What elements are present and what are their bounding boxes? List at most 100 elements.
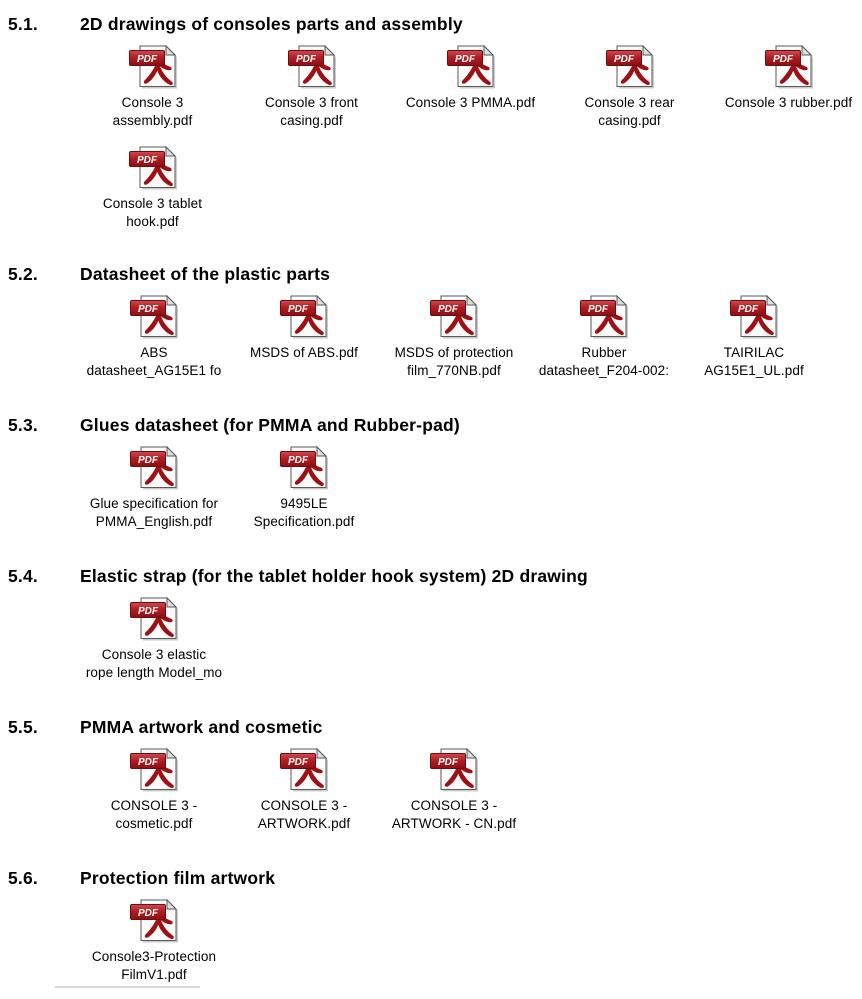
pdf-file-icon[interactable]: PDF [605, 44, 654, 90]
file-attachment[interactable]: PDF Console 3 rear casing.pdf [550, 44, 709, 145]
file-name-line: MSDS of protection [394, 345, 514, 360]
pdf-banner-text: PDF [288, 455, 309, 466]
file-name-line: casing.pdf [598, 113, 661, 128]
page-fold [316, 445, 328, 457]
page-fold [166, 445, 178, 457]
pdf-file-icon[interactable]: PDF [287, 44, 336, 90]
file-attachment[interactable]: PDF Console 3 elastic rope length Model_m… [79, 596, 229, 697]
file-name-line: cosmetic.pdf [115, 816, 193, 831]
page-fold [801, 44, 812, 56]
pdf-file-icon[interactable]: PDF [280, 294, 328, 340]
acrobat-glyph [594, 309, 624, 336]
pdf-file-icon[interactable]: PDF [430, 747, 478, 793]
acrobat-glyph [779, 59, 809, 86]
page-fold [766, 294, 778, 306]
pdf-file-icon[interactable]: PDF [130, 747, 178, 793]
file-name-label: ABS datasheet_AG15E1 fo [87, 344, 222, 380]
file-name-line: Console 3 tablet [102, 196, 203, 211]
file-name-line: FilmV1.pdf [121, 967, 187, 982]
pdf-file-icon[interactable]: PDF [280, 747, 328, 793]
page-fold [324, 44, 335, 56]
acrobat-glyph [444, 762, 474, 789]
file-attachment[interactable]: PDF Console 3 assembly.pdf [73, 44, 232, 145]
file-grid: PDF Console 3 assembly.pdf PDF Console 3 [73, 44, 862, 246]
pdf-file-icon[interactable]: PDF [130, 445, 178, 491]
section-5-1: 5.1. 2D drawings of consoles parts and a… [8, 14, 862, 246]
pdf-banner: PDF [128, 50, 165, 66]
page-fold [466, 747, 478, 759]
pdf-banner: PDF [130, 753, 166, 769]
pdf-banner: PDF [446, 50, 483, 66]
acrobat-glyph [461, 59, 491, 86]
section-number: 5.2. [8, 264, 38, 284]
pdf-file-icon[interactable]: PDF [128, 145, 177, 191]
pdf-banner-text: PDF [137, 155, 158, 166]
pdf-file-icon[interactable]: PDF [128, 44, 177, 90]
file-attachment[interactable]: PDF TAIRILAC AG15E1_UL.pdf [679, 294, 829, 395]
pdf-file-icon[interactable]: PDF [280, 445, 328, 491]
file-name-line: PMMA_English.pdf [95, 514, 213, 529]
file-name-line: Console 3 rubber.pdf [724, 95, 853, 110]
pdf-banner-text: PDF [137, 54, 158, 65]
pdf-banner-text: PDF [138, 304, 159, 315]
file-name-line: CONSOLE 3 - [260, 798, 348, 813]
page-fold [316, 294, 328, 306]
file-attachment[interactable]: PDF MSDS of ABS.pdf [229, 294, 379, 395]
file-name-line: assembly.pdf [112, 113, 193, 128]
file-name-label: MSDS of ABS.pdf [250, 344, 358, 362]
section-heading: 5.5. PMMA artwork and cosmetic [8, 717, 862, 738]
file-attachment[interactable]: PDF ABS datasheet_AG15E1 fo [79, 294, 229, 395]
file-attachment[interactable]: PDF 9495LE Specification.pdf [229, 445, 379, 546]
acrobat-glyph [144, 913, 174, 940]
file-name-line: 9495LE [280, 496, 328, 511]
pdf-file-icon[interactable]: PDF [430, 294, 478, 340]
section-heading: 5.3. Glues datasheet (for PMMA and Rubbe… [8, 415, 862, 436]
file-attachment[interactable]: PDF Rubber datasheet_F204-002: [529, 294, 679, 395]
section-title: Elastic strap (for the tablet holder hoo… [80, 566, 588, 586]
page-fold [165, 44, 176, 56]
section-title: 2D drawings of consoles parts and assemb… [80, 14, 463, 34]
file-grid: PDF Glue specification for PMMA_English.p… [79, 445, 829, 546]
pdf-file-icon[interactable]: PDF [130, 898, 178, 944]
file-name-line: rope length Model_mo [85, 665, 223, 680]
acrobat-glyph [294, 762, 324, 789]
file-attachment[interactable]: PDF Console 3 PMMA.pdf [391, 44, 550, 145]
file-name-line: Rubber [581, 345, 627, 360]
pdf-file-icon[interactable]: PDF [130, 596, 178, 642]
file-attachment[interactable]: PDF Console 3 rubber.pdf [709, 44, 862, 145]
file-name-label: Console3-Protection FilmV1.pdf [92, 948, 216, 984]
file-name-line: Glue specification for [89, 496, 219, 511]
file-name-line: TAIRILAC [723, 345, 785, 360]
file-attachment[interactable]: PDF Console 3 tablet hook.pdf [73, 145, 232, 246]
section-5-4: 5.4. Elastic strap (for the tablet holde… [8, 566, 862, 697]
section-5-5: 5.5. PMMA artwork and cosmetic PDF CONSO… [8, 717, 862, 848]
file-name-label: TAIRILAC AG15E1_UL.pdf [704, 344, 804, 380]
pdf-banner: PDF [280, 451, 316, 467]
pdf-banner-text: PDF [288, 757, 309, 768]
acrobat-glyph [144, 460, 174, 487]
pdf-file-icon[interactable]: PDF [730, 294, 778, 340]
file-name-line: AG15E1_UL.pdf [704, 363, 804, 378]
pdf-banner-text: PDF [138, 757, 159, 768]
acrobat-glyph [144, 611, 174, 638]
file-name-line: Specification.pdf [253, 514, 355, 529]
pdf-file-icon[interactable]: PDF [764, 44, 813, 90]
file-name-line: ARTWORK.pdf [257, 816, 351, 831]
file-attachment[interactable]: PDF Console3-Protection FilmV1.pdf [79, 898, 229, 999]
file-attachment[interactable]: PDF Console 3 front casing.pdf [232, 44, 391, 145]
section-title: Protection film artwork [80, 868, 276, 888]
pdf-file-icon[interactable]: PDF [130, 294, 178, 340]
pdf-file-icon[interactable]: PDF [580, 294, 628, 340]
section-number: 5.1. [8, 14, 38, 34]
section-number: 5.4. [8, 566, 38, 586]
file-attachment[interactable]: PDF CONSOLE 3 - cosmetic.pdf [79, 747, 229, 848]
file-name-label: Console 3 elastic rope length Model_mo [86, 646, 222, 682]
file-attachment[interactable]: PDF Glue specification for PMMA_English.p… [79, 445, 229, 546]
file-attachment[interactable]: PDF MSDS of protection film_770NB.pdf [379, 294, 529, 395]
pdf-banner: PDF [128, 151, 165, 167]
pdf-file-icon[interactable]: PDF [446, 44, 495, 90]
pdf-banner-text: PDF [614, 54, 635, 65]
file-name-line: Console 3 front [264, 95, 359, 110]
file-attachment[interactable]: PDF CONSOLE 3 - ARTWORK.pdf [229, 747, 379, 848]
file-attachment[interactable]: PDF CONSOLE 3 - ARTWORK - CN.pdf [379, 747, 529, 848]
